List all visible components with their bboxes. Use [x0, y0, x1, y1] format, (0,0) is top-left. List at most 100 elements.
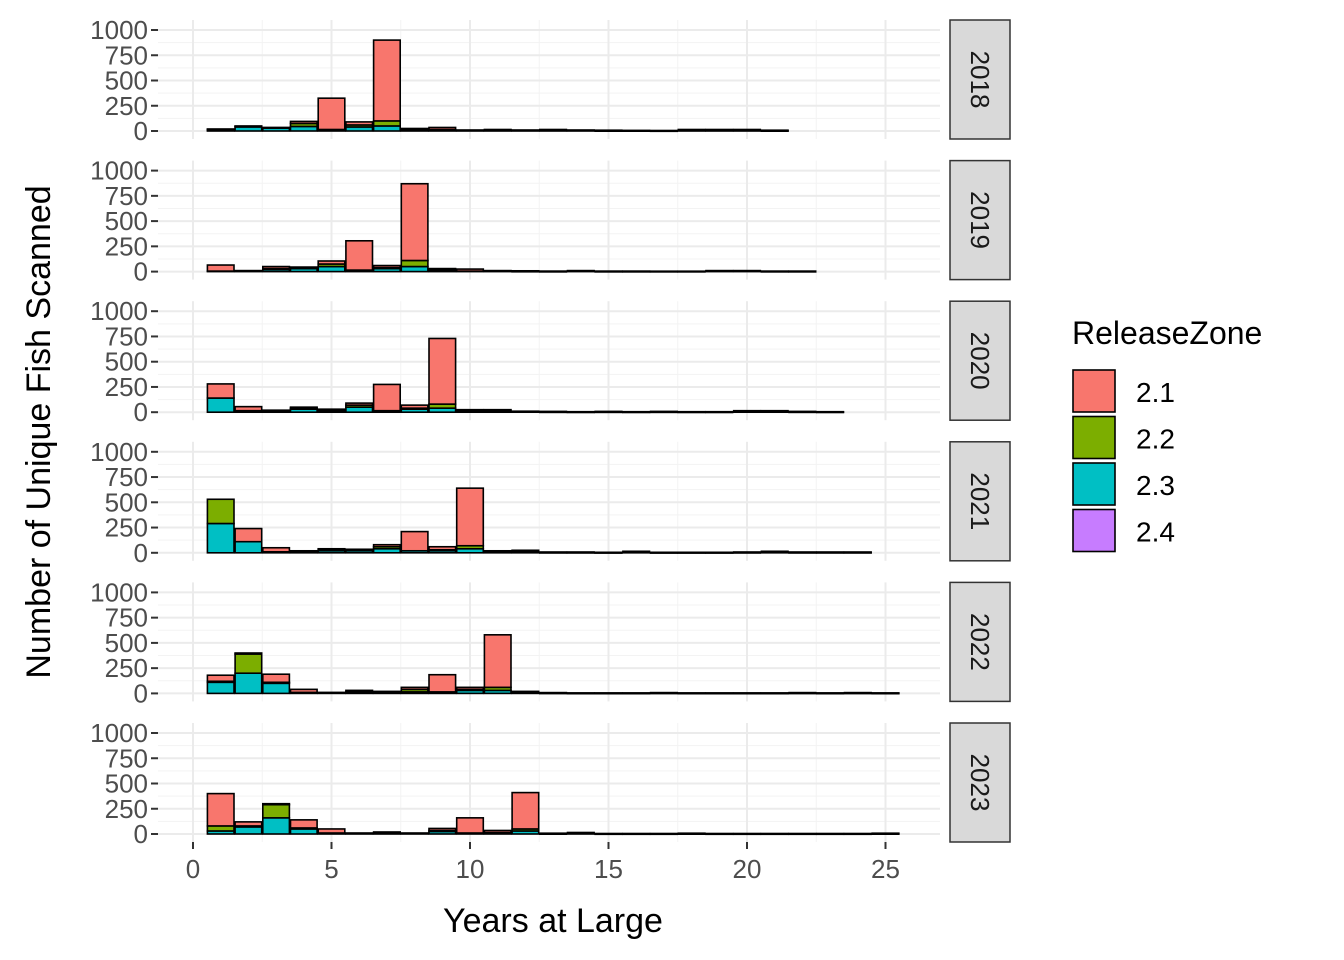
- bar-stack: [705, 692, 734, 695]
- y-tick-label: 500: [105, 66, 148, 96]
- bar-stack: [262, 546, 291, 554]
- bar-stack: [622, 550, 651, 554]
- bar-stack: [871, 832, 900, 835]
- bar-segment-2-1: [345, 548, 374, 552]
- bar-segment-2-1: [843, 832, 872, 835]
- bar-segment-2-1: [289, 549, 318, 553]
- y-tick-label: 250: [105, 91, 148, 121]
- bar-segment-2-1: [566, 129, 595, 132]
- y-tick-label: 250: [105, 794, 148, 824]
- bar-stack: [317, 547, 346, 554]
- bar-segment-2-1: [566, 692, 595, 695]
- bar-stack: [234, 269, 263, 273]
- bar-segment-2-1: [206, 264, 235, 272]
- bar-stack: [428, 827, 457, 835]
- y-tick-label: 750: [105, 743, 148, 773]
- bar-stack: [788, 410, 817, 414]
- bar-stack: [566, 410, 595, 414]
- bar-stack: [345, 832, 374, 835]
- bar-segment-2-1: [677, 410, 706, 413]
- y-tick-label: 1000: [90, 156, 148, 186]
- bar-stack: [649, 129, 678, 133]
- bar-segment-2-1: [705, 692, 734, 695]
- bar-segment-2-1: [455, 129, 485, 132]
- bar-segment-2-1: [732, 409, 762, 413]
- facet-strip: [949, 300, 1011, 421]
- bar-stack: [677, 128, 706, 132]
- bar-segment-2-1: [289, 266, 318, 269]
- y-tick-label: 500: [105, 206, 148, 236]
- facet-strip: [949, 441, 1011, 562]
- bar-stack: [372, 690, 401, 695]
- bar-stack: [622, 129, 651, 132]
- bar-stack: [483, 269, 512, 273]
- bar-stack: [234, 821, 263, 835]
- bar-segment-2-1: [594, 410, 623, 413]
- bar-segment-2-1: [539, 270, 568, 273]
- bar-segment-2-1: [539, 128, 568, 132]
- bar-segment-2-1: [594, 129, 623, 132]
- bar-stack: [539, 270, 568, 273]
- bar-segment-2-3: [206, 397, 235, 413]
- bar-segment-2-1: [317, 828, 346, 834]
- bar-segment-2-2: [262, 803, 291, 819]
- bar-stack: [289, 688, 318, 695]
- bar-stack: [594, 410, 623, 414]
- bar-segment-2-1: [455, 408, 485, 412]
- y-tick-label: 250: [105, 372, 148, 402]
- y-tick-label: 500: [105, 347, 148, 377]
- bar-stack: [594, 832, 623, 836]
- bar-segment-2-1: [566, 410, 595, 413]
- bar-stack: [760, 409, 789, 414]
- bar-segment-2-1: [345, 402, 374, 406]
- bar-segment-2-1: [345, 239, 374, 271]
- bar-segment-2-1: [677, 692, 706, 695]
- bar-stack: [455, 487, 485, 554]
- bar-segment-2-1: [760, 129, 789, 132]
- bar-stack: [345, 402, 374, 413]
- bar-stack: [262, 673, 291, 695]
- bar-stack: [649, 410, 678, 414]
- bar-segment-2-1: [788, 832, 817, 835]
- bar-segment-2-1: [788, 551, 817, 554]
- legend-label: 2.3: [1136, 470, 1175, 501]
- legend-swatch: [1072, 462, 1116, 506]
- y-tick-label: 1000: [90, 437, 148, 467]
- bar-segment-2-1: [566, 831, 595, 835]
- bar-stack: [732, 128, 762, 132]
- bar-segment-2-1: [511, 269, 540, 273]
- bar-stack: [677, 692, 706, 695]
- bar-segment-2-1: [649, 691, 678, 694]
- bar-segment-2-1: [760, 832, 789, 835]
- bar-segment-2-1: [732, 269, 762, 272]
- bar-segment-2-1: [760, 550, 789, 554]
- bar-stack: [262, 265, 291, 273]
- bar-segment-2-1: [345, 689, 374, 693]
- bar-stack: [455, 268, 485, 273]
- facet-strip: [949, 159, 1011, 281]
- facet-strip-label: 2019: [965, 191, 995, 249]
- bar-segment-2-1: [622, 832, 651, 835]
- bar-stack: [705, 269, 734, 273]
- bar-stack: [649, 551, 678, 554]
- bar-segment-2-1: [483, 408, 512, 412]
- bar-stack: [483, 128, 512, 132]
- bar-stack: [428, 337, 457, 414]
- bar-stack: [566, 831, 595, 835]
- legend-label: 2.1: [1136, 377, 1175, 408]
- bar-stack: [511, 410, 540, 414]
- bar-segment-2-1: [705, 832, 734, 835]
- bar-segment-2-1: [843, 691, 872, 694]
- y-tick-label: 1000: [90, 577, 148, 607]
- bar-stack: [539, 551, 568, 554]
- bar-segment-2-1: [760, 270, 789, 273]
- bar-segment-2-1: [677, 128, 706, 132]
- x-axis-title: Years at Large: [443, 902, 663, 940]
- bar-stack: [400, 832, 429, 835]
- bar-stack: [511, 791, 540, 835]
- bar-segment-2-1: [400, 832, 429, 835]
- bar-stack: [760, 270, 789, 273]
